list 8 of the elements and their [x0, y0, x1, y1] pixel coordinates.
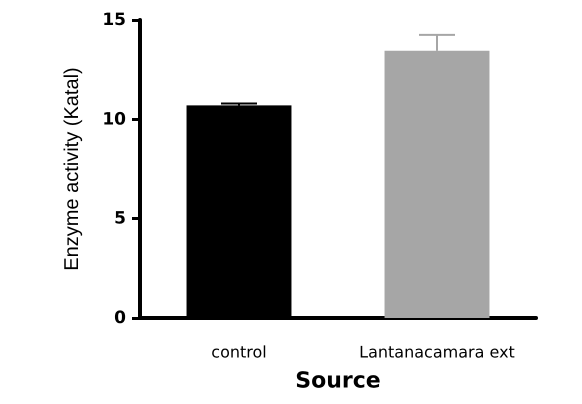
- y-tick-label: 15: [102, 10, 126, 30]
- y-tick-label: 10: [102, 109, 126, 130]
- x-tick-label: Lantanacamara ext: [359, 342, 515, 362]
- x-tick-label: control: [211, 342, 267, 362]
- y-tick-label: 5: [114, 208, 126, 229]
- y-tick-label: 0: [114, 308, 126, 328]
- y-axis-title: Enzyme activity (Katal): [61, 67, 83, 271]
- x-axis-title: Source: [295, 368, 381, 394]
